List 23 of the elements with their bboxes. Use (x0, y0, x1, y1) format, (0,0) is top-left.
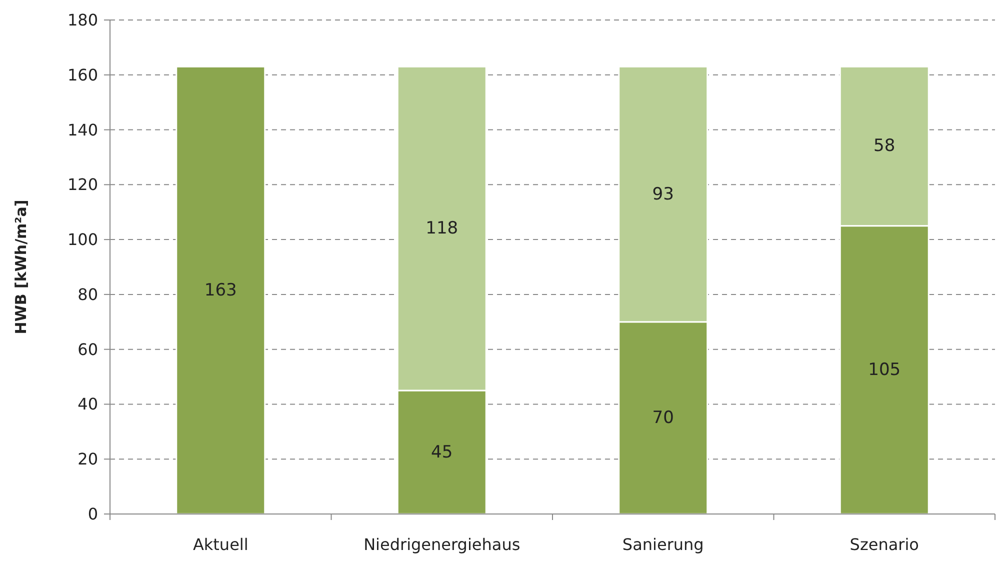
data-label: 105 (868, 360, 901, 380)
y-tick-label: 0 (88, 504, 98, 524)
y-tick-label: 140 (67, 120, 98, 140)
data-label: 70 (652, 408, 674, 428)
y-tick-label: 120 (67, 175, 98, 194)
y-tick-label: 20 (78, 450, 98, 469)
bar (176, 66, 266, 515)
x-tick-label: Aktuell (192, 535, 248, 554)
data-label: 163 (204, 280, 237, 300)
x-tick-label: Niedrigenergiehaus (364, 535, 520, 554)
y-tick-label: 60 (78, 340, 98, 359)
data-label: 58 (874, 136, 896, 156)
data-label: 45 (431, 442, 453, 462)
y-axis-title: HWB [kWh/m²a] (12, 200, 30, 334)
y-tick-label: 100 (67, 230, 98, 250)
data-label: 93 (652, 184, 674, 204)
y-tick-label: 180 (67, 10, 98, 30)
y-tick-label: 80 (78, 284, 98, 304)
data-label: 118 (426, 218, 458, 239)
x-tick-label: Szenario (850, 535, 919, 554)
x-tick-label: Sanierung (622, 535, 704, 554)
y-tick-label: 160 (67, 65, 98, 84)
y-tick-label: 40 (78, 394, 98, 414)
